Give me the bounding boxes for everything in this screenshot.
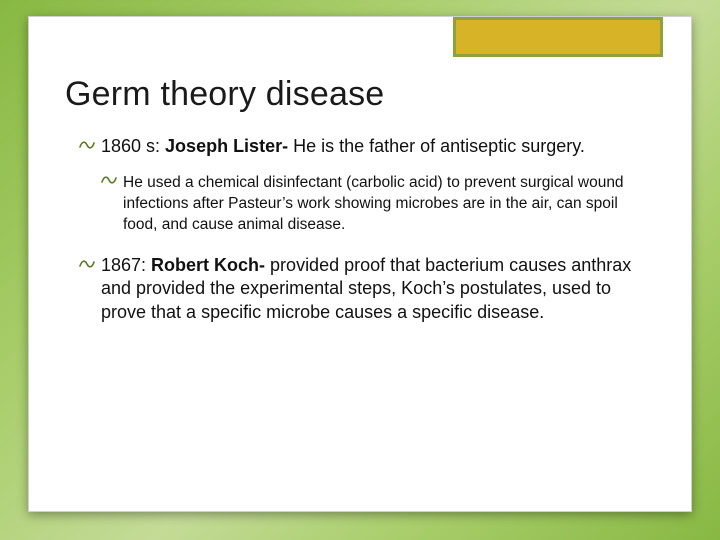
slide-title: Germ theory disease [65,75,384,114]
bullet-glyph-icon [79,254,99,277]
bullet-prefix: 1867: [101,255,151,275]
bullet-glyph-icon [101,173,121,194]
slide-body: 1860 s: Joseph Lister- He is the father … [79,135,651,339]
bullet-bold: Robert Koch- [151,255,270,275]
bullet-item: 1867: Robert Koch- provided proof that b… [79,254,651,325]
bullet-text: He used a chemical disinfectant (carboli… [123,174,624,233]
bullet-glyph-icon [79,135,99,158]
bullet-prefix: 1860 s: [101,136,165,156]
bullet-item: He used a chemical disinfectant (carboli… [101,173,651,236]
accent-bar-outer [453,17,663,57]
bullet-bold: Joseph Lister- [165,136,293,156]
bullet-text: He is the father of antiseptic surgery. [293,136,585,156]
accent-bar-inner [456,20,660,54]
slide-card: Germ theory disease 1860 s: Joseph Liste… [28,16,692,512]
bullet-item: 1860 s: Joseph Lister- He is the father … [79,135,651,159]
